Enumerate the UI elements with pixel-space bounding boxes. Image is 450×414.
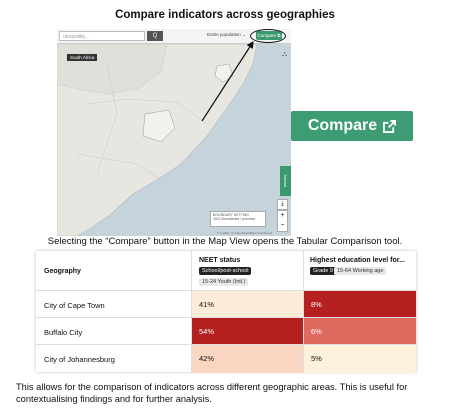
highlight-circle — [250, 29, 286, 43]
education-chip-1[interactable]: Grade 9 — [310, 267, 336, 275]
external-link-icon — [383, 119, 397, 133]
neet-chip-1[interactable]: School/post-school — [199, 267, 252, 275]
education-header[interactable]: Highest education level for... — [310, 257, 405, 264]
zoom-control[interactable]: + − — [277, 210, 288, 232]
boundary-setting[interactable]: BOUNDARY SETTING 2011 Boundaries / provi… — [210, 211, 266, 227]
column-divider — [191, 251, 192, 372]
caption-comparison: This allows for the comparison of indica… — [16, 382, 408, 404]
compare-button[interactable]: Compare — [291, 111, 413, 141]
neet-chip-2[interactable]: 15-24 Youth (Intl.) — [199, 278, 249, 286]
boundary-title: BOUNDARY SETTING — [213, 213, 249, 217]
layers-icon[interactable]: ⛬ — [282, 51, 287, 58]
download-icon[interactable]: ⤓ — [277, 199, 288, 210]
table-row: Buffalo City 54% 6% — [36, 317, 416, 346]
education-value: 5% — [303, 345, 416, 373]
map-toolbar: unicipality... Q Entire population ⌄ Com… — [57, 29, 291, 44]
caption-map-view: Selecting the “Compare” button in the Ma… — [47, 236, 403, 247]
search-button[interactable]: Q — [147, 31, 163, 41]
neet-value: 54% — [191, 318, 303, 346]
education-value: 6% — [303, 318, 416, 346]
map-view[interactable]: unicipality... Q Entire population ⌄ Com… — [57, 29, 291, 236]
compare-label: Compare — [307, 117, 378, 134]
neet-value: 41% — [191, 291, 303, 319]
population-select[interactable]: Entire population ⌄ — [207, 32, 246, 37]
table-row: City of Cape Town 41% 8% — [36, 290, 416, 319]
tutorial-tab[interactable]: Tutorial — [280, 166, 291, 196]
lesotho-shape — [142, 109, 176, 143]
country-label: South Africa — [67, 54, 98, 61]
geography-name: City of Johannesburg — [44, 355, 115, 364]
boundary-value: 2011 Boundaries / province — [213, 217, 256, 221]
geography-header: Geography — [44, 268, 81, 275]
geography-name: City of Cape Town — [44, 301, 105, 310]
neet-value: 42% — [191, 345, 303, 373]
education-chip-2[interactable]: 15-64 Working age — [334, 267, 387, 275]
education-value: 8% — [303, 291, 416, 319]
neet-header[interactable]: NEET status — [199, 257, 241, 264]
eswatini-shape — [214, 63, 234, 83]
table-row: City of Johannesburg 42% 5% — [36, 344, 416, 373]
map-attribution: © Leaflet | © OpenStreetMap contributors — [217, 231, 273, 235]
geography-name: Buffalo City — [44, 328, 83, 337]
page-title: Compare indicators across geographies — [115, 9, 335, 21]
comparison-table: Geography NEET status School/post-school… — [36, 251, 416, 373]
map-canvas[interactable] — [57, 44, 291, 236]
search-input[interactable]: unicipality... — [59, 31, 145, 41]
column-divider — [303, 251, 304, 372]
